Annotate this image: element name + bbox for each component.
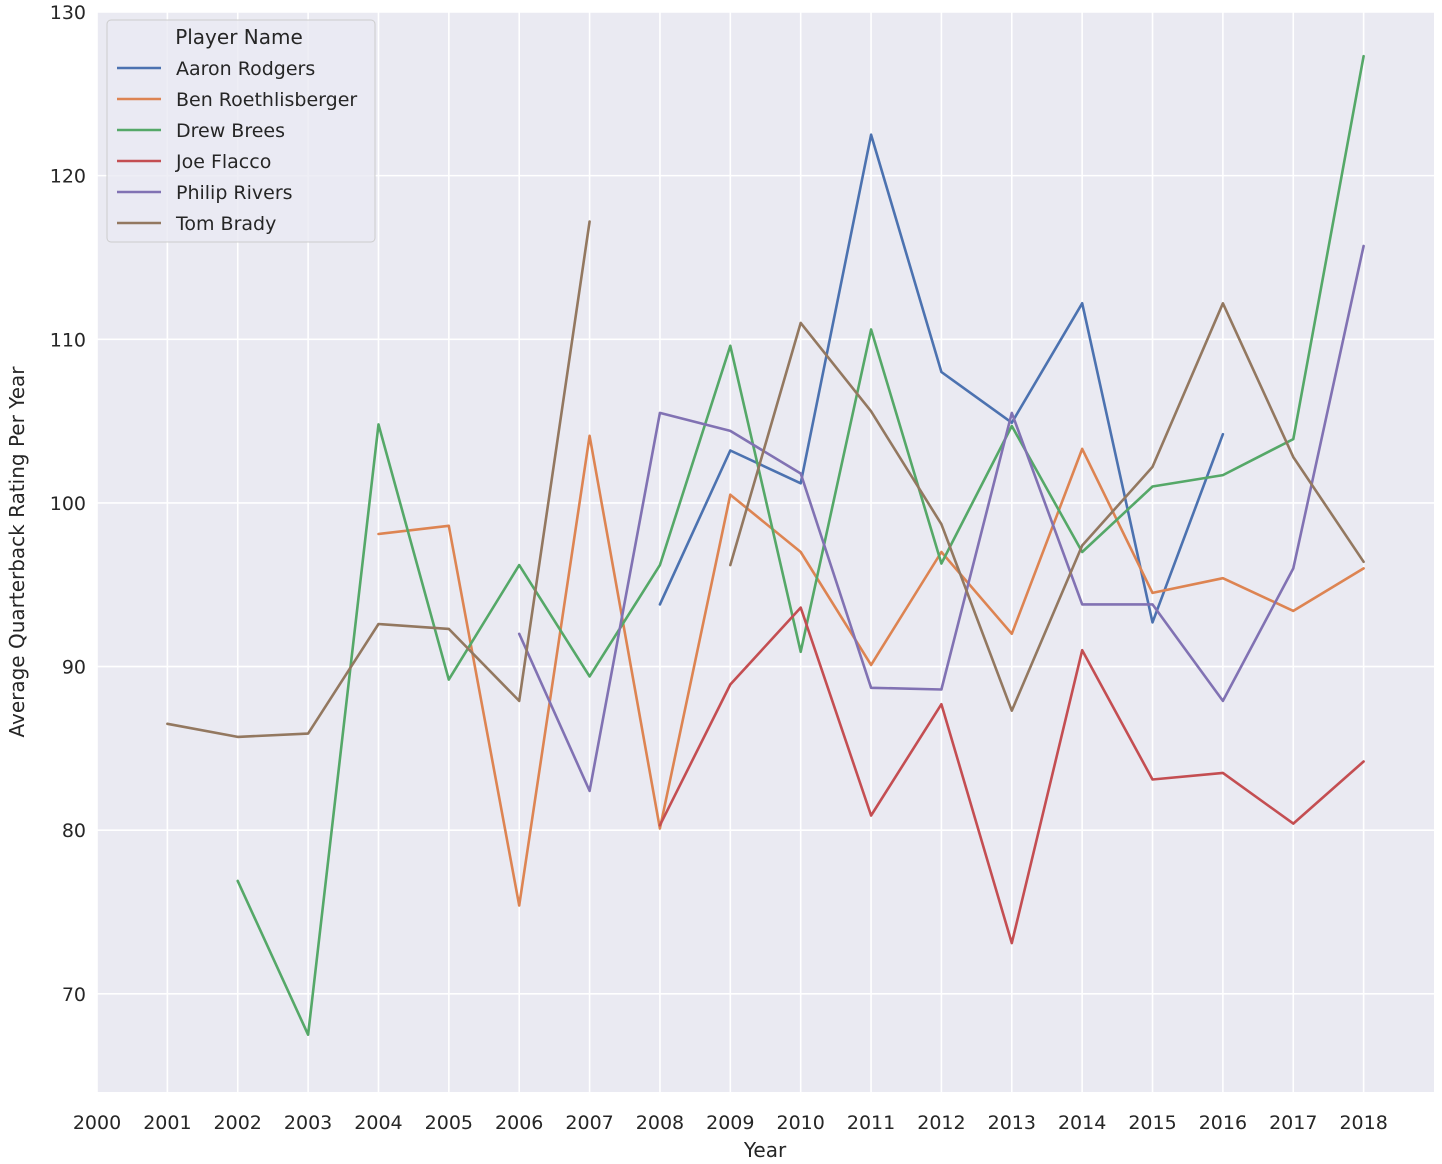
- legend-label: Philip Rivers: [176, 182, 293, 204]
- series-line-ben-roethlisberger: [377, 434, 1365, 907]
- legend-label: Drew Brees: [176, 120, 285, 142]
- series-line-tom-brady: [728, 301, 1365, 713]
- legend-label: Ben Roethlisberger: [176, 89, 357, 111]
- x-tick-label: 2002: [214, 1112, 262, 1134]
- legend-item-philip-rivers: Philip Rivers: [117, 182, 293, 204]
- y-tick-label: 90: [62, 657, 86, 679]
- y-axis-label: Average Quarterback Rating Per Year: [5, 366, 29, 738]
- y-tick-label: 100: [50, 493, 86, 515]
- x-tick-label: 2007: [565, 1112, 613, 1134]
- x-tick-label: 2011: [847, 1112, 895, 1134]
- legend-item-joe-flacco: Joe Flacco: [117, 151, 271, 173]
- legend-title: Player Name: [175, 25, 303, 49]
- x-tick-label: 2008: [636, 1112, 684, 1134]
- x-tick-label: 2005: [425, 1112, 473, 1134]
- legend-items: Aaron Rodgers Ben Roethlisberger Drew Bree…: [117, 58, 357, 235]
- x-axis-label: Year: [743, 1138, 787, 1162]
- y-tick-label: 130: [50, 2, 86, 24]
- x-tick-label: 2016: [1199, 1112, 1247, 1134]
- legend-item-ben-roethlisberger: Ben Roethlisberger: [117, 89, 357, 111]
- x-tick-label: 2012: [917, 1112, 965, 1134]
- x-tick-label: 2015: [1128, 1112, 1176, 1134]
- series-lines: [166, 54, 1365, 1036]
- legend-label: Aaron Rodgers: [176, 58, 315, 80]
- x-tick-labels: 2000 2001 2002 2003 2004 2005 2006 2007 2008 2009…: [73, 1112, 1388, 1134]
- x-tick-label: 2010: [777, 1112, 825, 1134]
- x-tick-label: 2009: [706, 1112, 754, 1134]
- y-tick-label: 120: [50, 166, 86, 188]
- x-tick-label: 2003: [284, 1112, 332, 1134]
- y-tick-label: 110: [50, 329, 86, 351]
- x-tick-label: 2017: [1269, 1112, 1317, 1134]
- x-tick-label: 2000: [73, 1112, 121, 1134]
- series-line-drew-brees: [236, 54, 1365, 1036]
- x-tick-label: 2001: [143, 1112, 191, 1134]
- legend: Player Name Aaron Rodgers Ben Roethlisber…: [106, 19, 376, 243]
- y-tick-label: 70: [62, 984, 86, 1006]
- y-tick-label: 80: [62, 820, 86, 842]
- y-tick-labels: 70 80 90 100 110 120 130: [50, 2, 86, 1006]
- legend-item-drew-brees: Drew Brees: [117, 120, 285, 142]
- legend-label: Tom Brady: [175, 213, 276, 235]
- series-line-tom-brady: [166, 220, 591, 739]
- series-line-aaron-rodgers: [658, 133, 1225, 624]
- x-tick-label: 2006: [495, 1112, 543, 1134]
- legend-item-aaron-rodgers: Aaron Rodgers: [117, 58, 315, 80]
- x-tick-label: 2014: [1058, 1112, 1106, 1134]
- x-tick-label: 2004: [354, 1112, 402, 1134]
- x-tick-label: 2018: [1339, 1112, 1387, 1134]
- series-line-philip-rivers: [517, 244, 1365, 793]
- x-tick-label: 2013: [988, 1112, 1036, 1134]
- legend-label: Joe Flacco: [175, 151, 271, 173]
- legend-item-tom-brady: Tom Brady: [117, 213, 276, 235]
- series-line-joe-flacco: [658, 606, 1365, 945]
- legend-box: [106, 19, 376, 243]
